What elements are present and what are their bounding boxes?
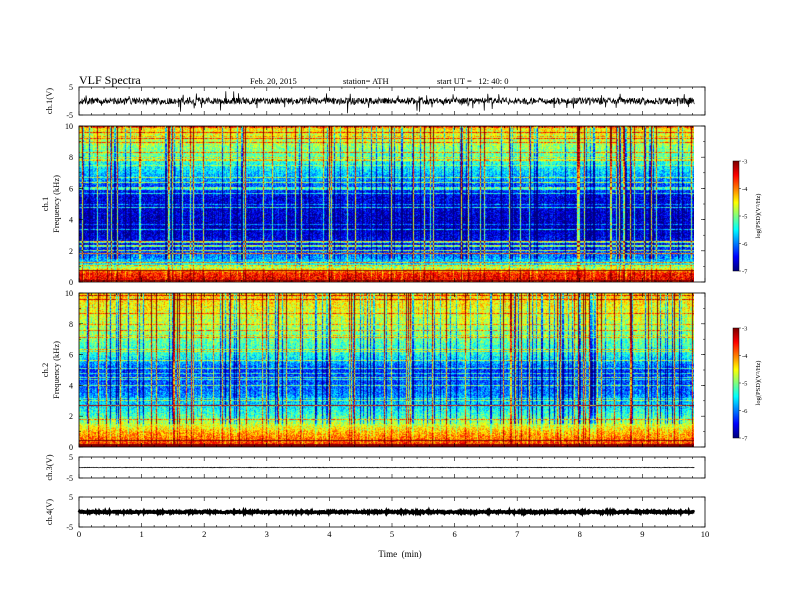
ch3-waveform-ytick-label: 5 <box>69 453 73 462</box>
colorbar-tick-label: -3 <box>742 326 747 333</box>
time-axis: Time (min) <box>378 549 421 559</box>
x-tick-label: 5 <box>390 529 394 539</box>
colorbar-tick-label: -5 <box>742 214 747 221</box>
ch4-waveform-panel: 0 1 2 3 4 5 6 7 8 9 10 5 -5 ch.4(V) <box>44 493 709 539</box>
ch3-waveform-ylabel: ch.3(V) <box>44 454 54 480</box>
colorbar-tick-label: -7 <box>742 269 748 276</box>
ch3-waveform-ytick-label: -5 <box>66 474 73 483</box>
date-label: Feb. 20, 2015 <box>250 76 297 86</box>
ch1-spectrogram-ytick-label: 8 <box>69 153 73 162</box>
ch2-spectrogram-ytick-label: 2 <box>69 412 73 421</box>
ch2-spectrogram-channel-label: ch.2 <box>40 363 50 377</box>
x-axis-label: Time (min) <box>378 549 421 559</box>
ch4-waveform-ytick-label: -5 <box>66 523 73 532</box>
colorbar-tick-label: -7 <box>742 436 748 443</box>
colorbar-tick-label: -6 <box>742 241 748 248</box>
ch3-waveform-panel: 5 -5 ch.3(V) <box>44 453 706 483</box>
ch1-spectrogram-panel: 0 2 4 6 8 10 ch.1 Frequency (kHz) <box>40 122 706 287</box>
ch2-spectrogram-ylabel: Frequency (kHz) <box>51 341 61 399</box>
ch2-spectrogram-ytick-label: 4 <box>69 381 73 390</box>
colorbar-gradient <box>733 161 739 271</box>
start-time-label: start UT = 12: 40: 0 <box>437 76 508 86</box>
x-tick-label: 3 <box>265 529 269 539</box>
ch1-spectrogram-ytick-label: 6 <box>69 184 73 193</box>
x-tick-label: 0 <box>77 529 81 539</box>
ch1-spectrogram-ytick-label: 4 <box>69 216 73 225</box>
x-tick-label: 1 <box>139 529 143 539</box>
ch4-waveform-ytick-label: 5 <box>69 493 73 502</box>
ch1-spectrogram-image <box>79 126 694 282</box>
ch1-spectrogram-ylabel: Frequency (kHz) <box>51 175 61 233</box>
colorbar-tick-label: -5 <box>742 381 747 388</box>
ch2-spectrogram-ytick-label: 8 <box>69 320 73 329</box>
ch2-spectrogram-ytick-label: 0 <box>69 443 73 452</box>
figure-title: VLF Spectra <box>79 73 141 87</box>
ch1-colorbar: -3 -4 -5 -6 -7 log(PSD)(V²/Hz) <box>732 159 762 276</box>
ch1-waveform-ylabel: ch.1(V) <box>44 88 54 114</box>
ch4-waveform-trace <box>77 506 696 518</box>
colorbar-tick-label: -4 <box>742 186 748 193</box>
figure-header: VLF Spectra Feb. 20, 2015 station= ATH s… <box>79 73 508 87</box>
colorbar-gradient <box>733 328 739 438</box>
x-tick-label: 8 <box>578 529 582 539</box>
ch3-waveform-trace <box>78 466 695 469</box>
colorbar-label: log(PSD)(V²/Hz) <box>755 194 762 239</box>
colorbar-tick-label: -6 <box>742 408 748 415</box>
ch1-spectrogram-ytick-label: 0 <box>69 278 73 287</box>
x-tick-label: 7 <box>515 529 519 539</box>
x-tick-label: 9 <box>640 529 644 539</box>
ch1-waveform-ytick-label: 5 <box>69 83 73 92</box>
colorbar-label: log(PSD)(V²/Hz) <box>755 361 762 406</box>
ch1-waveform-trace <box>78 91 695 114</box>
ch4-waveform-ylabel: ch.4(V) <box>44 499 54 525</box>
ch1-waveform-panel: 5 -5 ch.1(V) <box>44 83 706 120</box>
ch2-spectrogram-image <box>79 293 694 447</box>
colorbar-tick-label: -4 <box>742 353 748 360</box>
x-tick-label: 6 <box>452 529 456 539</box>
ch1-waveform-ytick-label: -5 <box>66 111 73 120</box>
ch2-spectrogram-ytick-label: 10 <box>65 289 73 298</box>
x-tick-label: 4 <box>327 529 332 539</box>
ch1-spectrogram-ytick-label: 2 <box>69 247 73 256</box>
ch1-spectrogram-ytick-label: 10 <box>65 122 73 131</box>
x-tick-label: 2 <box>202 529 206 539</box>
colorbar-tick-label: -3 <box>742 159 747 166</box>
station-label: station= ATH <box>343 76 389 86</box>
ch2-colorbar: -3 -4 -5 -6 -7 log(PSD)(V²/Hz) <box>732 326 762 443</box>
ch2-spectrogram-panel: 0 2 4 6 8 10 ch.2 Frequency (kHz) <box>40 289 706 452</box>
x-tick-label: 10 <box>701 529 710 539</box>
ch1-spectrogram-channel-label: ch.1 <box>40 197 50 211</box>
ch2-spectrogram-ytick-label: 6 <box>69 351 73 360</box>
